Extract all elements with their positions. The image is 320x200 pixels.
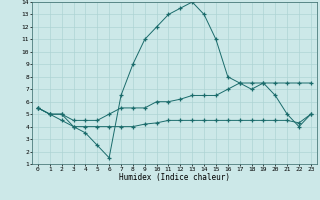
X-axis label: Humidex (Indice chaleur): Humidex (Indice chaleur) xyxy=(119,173,230,182)
